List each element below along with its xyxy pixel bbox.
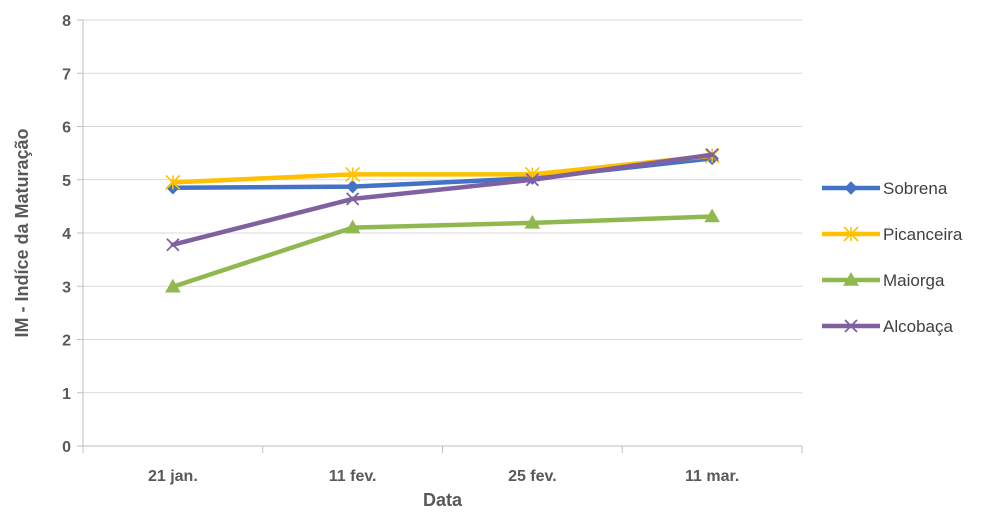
data-point-picanceira [345, 166, 361, 182]
x-tick-label: 21 jan. [148, 468, 198, 485]
data-point-picanceira [165, 174, 181, 190]
data-point-alcobaca [345, 192, 360, 206]
legend: Sobrena Picanceira Maiorga Alcobaça [822, 179, 963, 336]
data-point-maiorga [704, 208, 720, 223]
y-tick-label: 8 [62, 13, 71, 30]
legend-marker [844, 319, 858, 333]
y-tick-label: 7 [62, 66, 71, 83]
x-axis-title: Data [423, 490, 463, 510]
data-point-maiorga [165, 278, 181, 293]
tick-labels: 0 1 2 3 4 5 6 7 8 21 jan. 11 fev. 25 fev. 11 mar. [62, 13, 739, 485]
y-tick-label: 5 [62, 173, 71, 190]
y-tick-label: 6 [62, 120, 71, 137]
data-point-alcobaca [525, 173, 540, 187]
y-tick-label: 4 [62, 226, 71, 243]
y-tick-label: 0 [62, 439, 71, 456]
y-axis-title: IM - Indíce da Maturação [12, 128, 32, 337]
legend-marker [843, 226, 859, 242]
series [165, 148, 720, 293]
legend-label: Alcobaça [883, 317, 953, 336]
legend-label: Picanceira [883, 225, 963, 244]
series-line-alcobaca [170, 152, 715, 247]
y-tick-label: 3 [62, 279, 71, 296]
series-alcobaca [166, 148, 719, 252]
axes [77, 19, 803, 453]
legend-label: Sobrena [883, 179, 948, 198]
data-point-alcobaca [166, 238, 180, 252]
y-tick-label: 1 [62, 386, 71, 403]
legend-item-sobrena: Sobrena [822, 179, 948, 198]
legend-item-alcobaca: Alcobaça [822, 317, 953, 336]
series-maiorga [165, 208, 720, 293]
legend-item-maiorga: Maiorga [822, 271, 945, 290]
legend-marker [844, 181, 858, 195]
legend-item-picanceira: Picanceira [822, 225, 963, 244]
data-point-sobrena [345, 179, 360, 194]
x-tick-label: 11 fev. [329, 468, 377, 485]
x-tick-label: 25 fev. [508, 468, 557, 485]
y-tick-label: 2 [62, 333, 71, 350]
series-line-maiorga [170, 214, 715, 290]
grid [83, 19, 802, 394]
legend-marker [843, 271, 859, 286]
x-tick-label: 11 mar. [685, 468, 739, 485]
legend-label: Maiorga [883, 271, 945, 290]
data-point-maiorga [344, 219, 361, 234]
data-point-maiorga [524, 214, 541, 229]
data-point-alcobaca [705, 148, 719, 162]
